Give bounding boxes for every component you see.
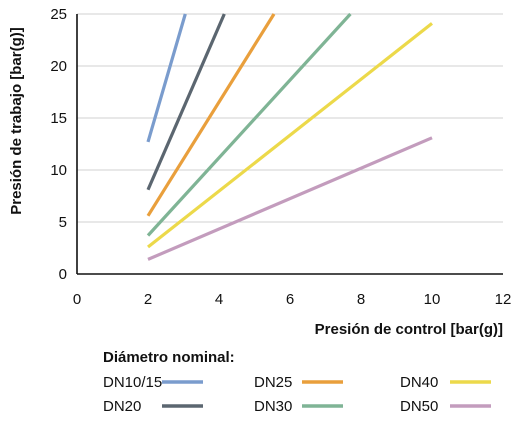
y-tick-label-5: 25 bbox=[50, 6, 67, 23]
x-tick-label-1: 2 bbox=[144, 291, 152, 308]
y-tick-label-1: 5 bbox=[59, 214, 67, 231]
series-line-dn40 bbox=[147, 22, 433, 249]
series-line-dn25 bbox=[146, 13, 276, 217]
y-tick-label-3: 15 bbox=[50, 110, 67, 127]
y-tick-label-2: 10 bbox=[50, 162, 67, 179]
legend: DN10/15 DN20 DN25 DN30 DN40 DN50 bbox=[103, 374, 491, 415]
series-line-dn50 bbox=[147, 136, 433, 261]
x-tick-label-4: 8 bbox=[357, 291, 365, 308]
series-line-dn20 bbox=[146, 13, 226, 191]
x-tick-label-5: 10 bbox=[424, 291, 441, 308]
legend-title: Diámetro nominal: bbox=[103, 349, 235, 366]
x-tick-label-0: 0 bbox=[73, 291, 81, 308]
series-layer bbox=[146, 12, 433, 261]
series-line-dn10-15 bbox=[146, 13, 187, 143]
legend-label-dn30: DN30 bbox=[254, 398, 292, 415]
y-axis-label: Presión de trabajo [bar(g)] bbox=[8, 27, 25, 215]
x-axis-label: Presión de control [bar(g)] bbox=[315, 321, 503, 338]
y-tick-label-4: 20 bbox=[50, 58, 67, 75]
legend-label-dn20: DN20 bbox=[103, 398, 141, 415]
legend-label-dn25: DN25 bbox=[254, 374, 292, 391]
axes-layer bbox=[76, 14, 503, 275]
x-tick-label-2: 4 bbox=[215, 291, 223, 308]
x-tick-label-6: 12 bbox=[495, 291, 512, 308]
legend-label-dn40: DN40 bbox=[400, 374, 438, 391]
tick-labels: 0 2 4 6 8 10 12 0 5 10 15 20 25 bbox=[50, 6, 511, 308]
x-tick-label-3: 6 bbox=[286, 291, 294, 308]
y-tick-label-0: 0 bbox=[59, 266, 67, 283]
series-line-dn30 bbox=[146, 12, 352, 237]
legend-label-dn50: DN50 bbox=[400, 398, 438, 415]
grid-layer bbox=[77, 13, 503, 223]
legend-label-dn10-15: DN10/15 bbox=[103, 374, 162, 391]
